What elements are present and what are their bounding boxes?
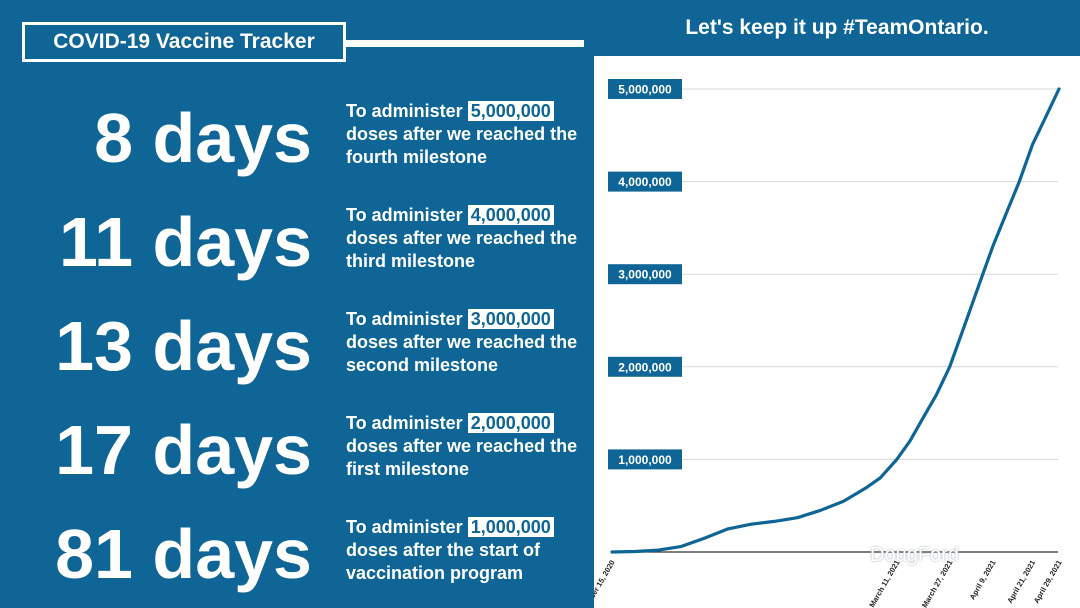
series-line xyxy=(610,87,1061,554)
milestone-row: 8 days To administer 5,000,000 doses aft… xyxy=(0,88,590,188)
y-tick-label: 3,000,000 xyxy=(608,264,682,285)
y-tick-label-text: 2,000,000 xyxy=(618,360,672,374)
tracker-title: COVID-19 Vaccine Tracker xyxy=(22,22,346,62)
x-tick-label: December 15, 2020 xyxy=(594,559,617,608)
watermark: DougFord xyxy=(870,544,959,566)
desc-text-before: To administer xyxy=(346,413,468,433)
days-count: 11 days xyxy=(59,203,312,281)
y-tick-label-box xyxy=(608,264,682,285)
x-tick-label: April 29, 2021 xyxy=(1032,559,1064,605)
desc-text-before: To administer xyxy=(346,101,468,121)
y-tick-label-text: 1,000,000 xyxy=(618,453,672,467)
days-count: 81 days xyxy=(55,515,312,593)
milestone-description: To administer 3,000,000 doses after we r… xyxy=(346,308,586,377)
doses-line-chart: 1,000,000 2,000,000 3,000,000 4,000,000 5,00… xyxy=(594,79,1064,608)
y-tick-label-box xyxy=(608,171,682,192)
desc-text-after: doses after we reached the second milest… xyxy=(346,332,578,375)
dose-highlight: 2,000,000 xyxy=(467,413,554,433)
title-divider xyxy=(346,40,584,47)
milestone-description: To administer 4,000,000 doses after we r… xyxy=(346,204,586,273)
milestone-description: To administer 5,000,000 doses after we r… xyxy=(346,100,586,169)
desc-text-after: doses after we reached the first milesto… xyxy=(346,436,578,479)
y-tick-label-box xyxy=(608,449,682,470)
milestone-row: 11 days To administer 4,000,000 doses af… xyxy=(0,192,590,292)
y-tick-label-box xyxy=(608,356,682,377)
y-tick-label-text: 5,000,000 xyxy=(618,83,672,97)
y-tick-label-box xyxy=(608,79,682,99)
milestone-description: To administer 1,000,000 doses after the … xyxy=(346,516,586,585)
y-tick-label: 5,000,000 xyxy=(608,79,682,99)
desc-text-after: doses after we reached the fourth milest… xyxy=(346,124,578,167)
dose-highlight: 4,000,000 xyxy=(467,205,554,225)
desc-text-before: To administer xyxy=(346,517,468,537)
dose-highlight: 5,000,000 xyxy=(467,101,554,121)
desc-text-after: doses after the start of vaccination pro… xyxy=(346,540,541,583)
days-count: 13 days xyxy=(55,307,312,385)
x-tick-label: April 9, 2021 xyxy=(968,559,998,602)
y-tick-label-text: 3,000,000 xyxy=(618,268,672,282)
dose-highlight: 1,000,000 xyxy=(467,517,554,537)
milestone-description: To administer 2,000,000 doses after we r… xyxy=(346,412,586,481)
tagline: Let's keep it up #TeamOntario. xyxy=(685,16,989,39)
milestone-row: 17 days To administer 2,000,000 doses af… xyxy=(0,400,590,500)
y-tick-label: 2,000,000 xyxy=(608,356,682,377)
y-tick-label: 1,000,000 xyxy=(608,449,682,470)
days-count: 17 days xyxy=(55,411,312,489)
milestone-row: 13 days To administer 3,000,000 doses af… xyxy=(0,296,590,396)
days-count: 8 days xyxy=(94,99,312,177)
desc-text-before: To administer xyxy=(346,205,468,225)
chart-panel: 1,000,000 2,000,000 3,000,000 4,000,000 5,00… xyxy=(594,56,1080,608)
desc-text-after: doses after we reached the third milesto… xyxy=(346,228,578,271)
dose-highlight: 3,000,000 xyxy=(467,309,554,329)
desc-text-before: To administer xyxy=(346,309,468,329)
y-tick-label: 4,000,000 xyxy=(608,171,682,192)
y-tick-label-text: 4,000,000 xyxy=(618,175,672,189)
milestone-row: 81 days To administer 1,000,000 doses af… xyxy=(0,504,590,604)
